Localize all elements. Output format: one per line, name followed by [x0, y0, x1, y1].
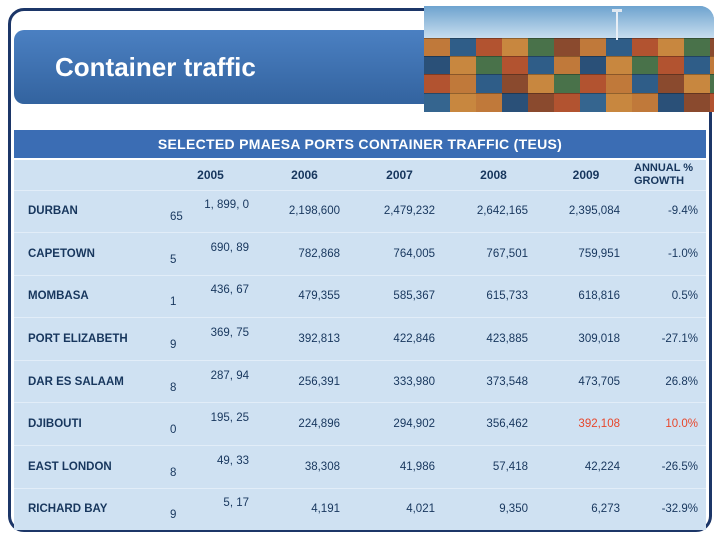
value-2008: 423,885 [486, 333, 528, 346]
table-row: PORT ELIZABETH 369, 75 9 392,813 422,846 … [14, 317, 706, 361]
growth-column-header: ANNUAL % GROWTH [634, 162, 694, 187]
header-row: 2005 2006 2007 2008 2009 ANNUAL % GROWTH [14, 160, 706, 190]
value-2008: 373,548 [486, 375, 528, 388]
value-2006: 38,308 [304, 460, 340, 473]
slide-frame [8, 8, 712, 532]
port-name: EAST LONDON [28, 460, 112, 473]
light-pole-top [612, 9, 622, 12]
year-header-2009: 2009 [572, 167, 600, 182]
value-2006: 4,191 [311, 503, 340, 516]
growth-value: -9.4% [667, 205, 698, 218]
value-2005: 195, 25 0 [170, 412, 249, 437]
value-2005: 436, 67 1 [170, 284, 249, 309]
table-row: DURBAN 1, 899, 0 65 2,198,600 2,479,232 2… [14, 190, 706, 233]
growth-value: -27.1% [661, 333, 698, 346]
value-2007: 41,986 [399, 460, 435, 473]
table-row: EAST LONDON 49, 33 8 38,308 41,986 57,418… [14, 445, 706, 489]
port-name: RICHARD BAY [28, 503, 108, 516]
value-2008: 767,501 [486, 247, 528, 260]
value-2007: 2,479,232 [383, 205, 435, 218]
port-name: DJIBOUTI [28, 418, 82, 431]
port-name: DAR ES SALAAM [28, 375, 124, 388]
value-2009: 6,273 [591, 503, 620, 516]
value-2008: 9,350 [499, 503, 528, 516]
port-name: MOMBASA [28, 290, 89, 303]
traffic-table: 2005 2006 2007 2008 2009 ANNUAL % GROWTH… [14, 160, 706, 530]
year-header-2006: 2006 [291, 167, 318, 182]
value-2005: 287, 94 8 [170, 369, 249, 394]
light-pole [616, 11, 618, 40]
value-2006: 256,391 [298, 375, 340, 388]
port-column-header [14, 160, 164, 190]
year-header-2007: 2007 [386, 167, 413, 182]
value-2009: 2,395,084 [568, 205, 620, 218]
value-2006: 2,198,600 [288, 205, 340, 218]
value-2009: 42,224 [584, 460, 620, 473]
growth-value: -1.0% [667, 247, 698, 260]
value-2009: 759,951 [578, 247, 620, 260]
growth-value: 0.5% [671, 290, 698, 303]
value-2009: 473,705 [578, 375, 620, 388]
value-2008: 2,642,165 [476, 205, 528, 218]
value-2006: 392,813 [298, 333, 340, 346]
table-row: DAR ES SALAAM 287, 94 8 256,391 333,980 3… [14, 360, 706, 403]
table-area: 2005 2006 2007 2008 2009 ANNUAL % GROWTH… [14, 160, 706, 530]
value-2008: 615,733 [486, 290, 528, 303]
table-title: SELECTED PMAESA PORTS CONTAINER TRAFFIC … [157, 136, 563, 152]
value-2007: 422,846 [393, 333, 435, 346]
value-2008: 356,462 [486, 418, 528, 431]
page-title: Container traffic [55, 52, 256, 82]
container-stack-row [424, 93, 714, 112]
value-2009: 618,816 [578, 290, 620, 303]
value-2007: 585,367 [393, 290, 435, 303]
value-2005: 5, 17 9 [170, 497, 249, 522]
table-title-bar: SELECTED PMAESA PORTS CONTAINER TRAFFIC … [14, 130, 706, 158]
value-2007: 764,005 [393, 247, 435, 260]
year-header-2005: 2005 [197, 167, 224, 182]
port-name: DURBAN [28, 205, 78, 218]
port-name: PORT ELIZABETH [28, 333, 128, 346]
growth-value: 26.8% [665, 375, 698, 388]
growth-value-highlighted: 10.0% [665, 418, 698, 431]
year-header-2008: 2008 [480, 167, 507, 182]
value-2007: 333,980 [393, 375, 435, 388]
value-2005: 369, 75 9 [170, 327, 249, 352]
value-2009: 309,018 [578, 333, 620, 346]
growth-value: -26.5% [661, 460, 698, 473]
sky [424, 6, 714, 38]
value-2006: 224,896 [298, 418, 340, 431]
value-2008: 57,418 [492, 460, 528, 473]
growth-value: -32.9% [661, 503, 698, 516]
value-2007: 294,902 [393, 418, 435, 431]
value-2006: 782,868 [298, 247, 340, 260]
containers-photo [424, 6, 714, 112]
container-stack-row [424, 56, 714, 74]
value-2006: 479,355 [298, 290, 340, 303]
table-row: DJIBOUTI 195, 25 0 224,896 294,902 356,46… [14, 402, 706, 446]
table-row: RICHARD BAY 5, 17 9 4,191 4,021 9,350 6,2… [14, 488, 706, 530]
value-2009-highlighted: 392,108 [578, 418, 620, 431]
table-row: MOMBASA 436, 67 1 479,355 585,367 615,733… [14, 275, 706, 318]
value-2005: 690, 89 5 [170, 241, 249, 266]
value-2005: 49, 33 8 [170, 454, 249, 479]
table-row: CAPETOWN 690, 89 5 782,868 764,005 767,50… [14, 232, 706, 276]
container-stack-row [424, 38, 714, 56]
container-stack-row [424, 74, 714, 93]
value-2007: 4,021 [406, 503, 435, 516]
port-name: CAPETOWN [28, 247, 95, 260]
value-2005: 1, 899, 0 65 [170, 199, 249, 224]
